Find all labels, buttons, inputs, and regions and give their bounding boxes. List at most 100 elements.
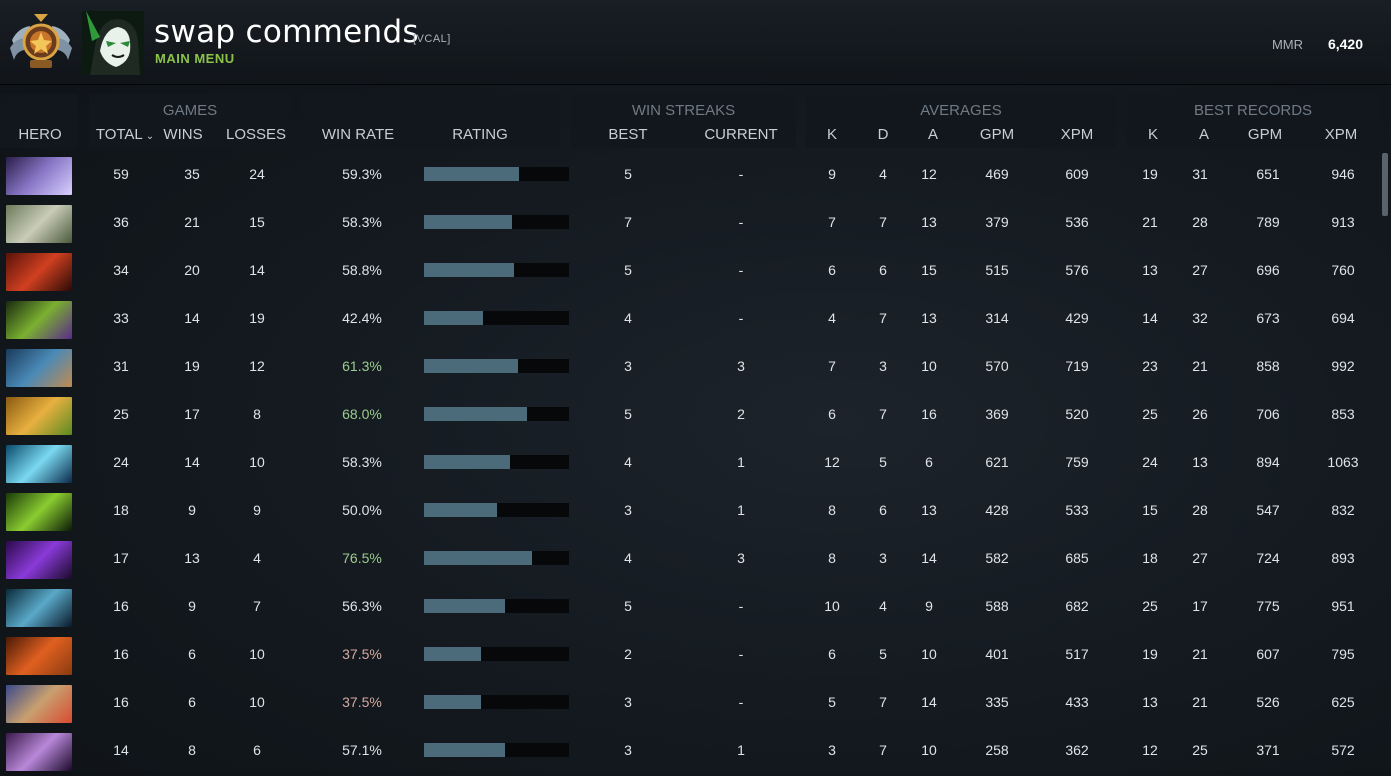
- cell-avg-xpm: 685: [1065, 550, 1089, 566]
- cell-current-streak: 1: [737, 454, 745, 470]
- col-rating[interactable]: RATING: [452, 126, 508, 143]
- cell-wins: 35: [184, 166, 200, 182]
- hero-portrait[interactable]: [6, 589, 72, 627]
- rating-bar: [424, 167, 569, 181]
- cell-best-xpm: 913: [1331, 214, 1355, 230]
- games-header-group: [89, 94, 291, 148]
- table-row[interactable]: 59 35 24 5 - 9 4 12 469 609 19 31 651 946 59.3%: [0, 152, 1380, 200]
- hero-portrait[interactable]: [6, 349, 72, 387]
- rating-bar-fill: [424, 167, 519, 181]
- cell-current-streak: 2: [737, 406, 745, 422]
- cell-avg-d: 7: [879, 742, 887, 758]
- rating-bar: [424, 455, 569, 469]
- table-row[interactable]: 36 21 15 7 - 7 7 13 379 536 21 28 789 913 58.3%: [0, 200, 1380, 248]
- hero-portrait[interactable]: [6, 157, 72, 195]
- cell-avg-a: 13: [921, 310, 937, 326]
- cell-avg-gpm: 314: [985, 310, 1009, 326]
- scrollbar[interactable]: [1382, 153, 1388, 216]
- col-best-gpm[interactable]: GPM: [1247, 126, 1283, 143]
- table-row[interactable]: 31 19 12 3 3 7 3 10 570 719 23 21 858 992 61.3%: [0, 344, 1380, 392]
- col-best-xpm[interactable]: XPM: [1324, 126, 1358, 143]
- hero-portrait[interactable]: [6, 205, 72, 243]
- main-menu-link[interactable]: MAIN MENU: [155, 51, 235, 66]
- col-total[interactable]: TOTAL ⌄: [90, 126, 160, 143]
- rating-bar: [424, 695, 569, 709]
- cell-best-gpm: 547: [1256, 502, 1280, 518]
- hero-portrait[interactable]: [6, 541, 72, 579]
- rating-bar-fill: [424, 599, 506, 613]
- col-avg-xpm[interactable]: XPM: [1060, 126, 1094, 143]
- cell-losses: 12: [249, 358, 265, 374]
- rating-bar: [424, 743, 569, 757]
- cell-best-xpm: 760: [1331, 262, 1355, 278]
- table-row[interactable]: 18 9 9 3 1 8 6 13 428 533 15 28 547 832 50.0%: [0, 488, 1380, 536]
- table-row[interactable]: 14 8 6 3 1 3 7 10 258 362 12 25 371 572 57.1%: [0, 728, 1380, 776]
- cell-best-a: 21: [1192, 358, 1208, 374]
- cell-best-xpm: 795: [1331, 646, 1355, 662]
- cell-avg-xpm: 362: [1065, 742, 1089, 758]
- table-row[interactable]: 16 6 10 3 - 5 7 14 335 433 13 21 526 625 37.5%: [0, 680, 1380, 728]
- cell-avg-d: 3: [879, 550, 887, 566]
- col-best-a[interactable]: A: [1198, 126, 1209, 143]
- cell-total: 16: [113, 598, 129, 614]
- col-avg-k[interactable]: K: [826, 126, 837, 143]
- cell-best-streak: 3: [624, 742, 632, 758]
- table-row[interactable]: 25 17 8 5 2 6 7 16 369 520 25 26 706 853 68.0%: [0, 392, 1380, 440]
- hero-portrait[interactable]: [6, 397, 72, 435]
- cell-avg-gpm: 570: [985, 358, 1009, 374]
- cell-total: 25: [113, 406, 129, 422]
- cell-current-streak: 1: [737, 742, 745, 758]
- hero-portrait[interactable]: [6, 733, 72, 771]
- table-row[interactable]: 16 9 7 5 - 10 4 9 588 682 25 17 775 951 56.3%: [0, 584, 1380, 632]
- cell-best-xpm: 992: [1331, 358, 1355, 374]
- cell-best-gpm: 775: [1256, 598, 1280, 614]
- cell-best-a: 26: [1192, 406, 1208, 422]
- col-best-k[interactable]: K: [1147, 126, 1158, 143]
- col-best-streak[interactable]: BEST: [608, 126, 648, 143]
- col-win-rate[interactable]: WIN RATE: [321, 126, 395, 143]
- rating-bar-fill: [424, 695, 482, 709]
- averages-header-group: [806, 94, 1116, 148]
- cell-avg-k: 4: [828, 310, 836, 326]
- table-row[interactable]: 24 14 10 4 1 12 5 6 621 759 24 13 894 1063 58.3%: [0, 440, 1380, 488]
- col-avg-d[interactable]: D: [877, 126, 889, 143]
- cell-avg-xpm: 429: [1065, 310, 1089, 326]
- hero-portrait[interactable]: [6, 637, 72, 675]
- col-avg-a[interactable]: A: [927, 126, 938, 143]
- table-row[interactable]: 33 14 19 4 - 4 7 13 314 429 14 32 673 694 42.4%: [0, 296, 1380, 344]
- col-hero[interactable]: HERO: [18, 126, 62, 143]
- hero-portrait[interactable]: [6, 493, 72, 531]
- cell-best-streak: 5: [624, 262, 632, 278]
- winrate-header-group: [302, 94, 560, 148]
- cell-losses: 6: [253, 742, 261, 758]
- cell-best-a: 28: [1192, 502, 1208, 518]
- hero-portrait[interactable]: [6, 253, 72, 291]
- cell-losses: 14: [249, 262, 265, 278]
- col-wins[interactable]: WINS: [163, 126, 203, 143]
- cell-best-k: 14: [1142, 310, 1158, 326]
- col-losses[interactable]: LOSSES: [225, 126, 287, 143]
- cell-total: 16: [113, 646, 129, 662]
- avatar[interactable]: [82, 11, 144, 75]
- table-row[interactable]: 34 20 14 5 - 6 6 15 515 576 13 27 696 760 58.8%: [0, 248, 1380, 296]
- cell-best-a: 27: [1192, 550, 1208, 566]
- cell-avg-gpm: 582: [985, 550, 1009, 566]
- cell-best-streak: 2: [624, 646, 632, 662]
- cell-avg-a: 9: [925, 598, 933, 614]
- hero-portrait[interactable]: [6, 445, 72, 483]
- hero-portrait[interactable]: [6, 685, 72, 723]
- col-current-streak[interactable]: CURRENT: [704, 126, 778, 143]
- table-row[interactable]: 17 13 4 4 3 8 3 14 582 685 18 27 724 893 76.5%: [0, 536, 1380, 584]
- cell-win-rate: 58.3%: [342, 454, 382, 470]
- col-avg-gpm[interactable]: GPM: [979, 126, 1015, 143]
- table-row[interactable]: 16 6 10 2 - 6 5 10 401 517 19 21 607 795 37.5%: [0, 632, 1380, 680]
- hero-portrait[interactable]: [6, 301, 72, 339]
- cell-losses: 9: [253, 502, 261, 518]
- cell-avg-xpm: 517: [1065, 646, 1089, 662]
- cell-wins: 17: [184, 406, 200, 422]
- cell-best-a: 13: [1192, 454, 1208, 470]
- cell-avg-d: 4: [879, 166, 887, 182]
- rating-bar: [424, 215, 569, 229]
- games-group-title: GAMES: [162, 102, 218, 119]
- cell-win-rate: 50.0%: [342, 502, 382, 518]
